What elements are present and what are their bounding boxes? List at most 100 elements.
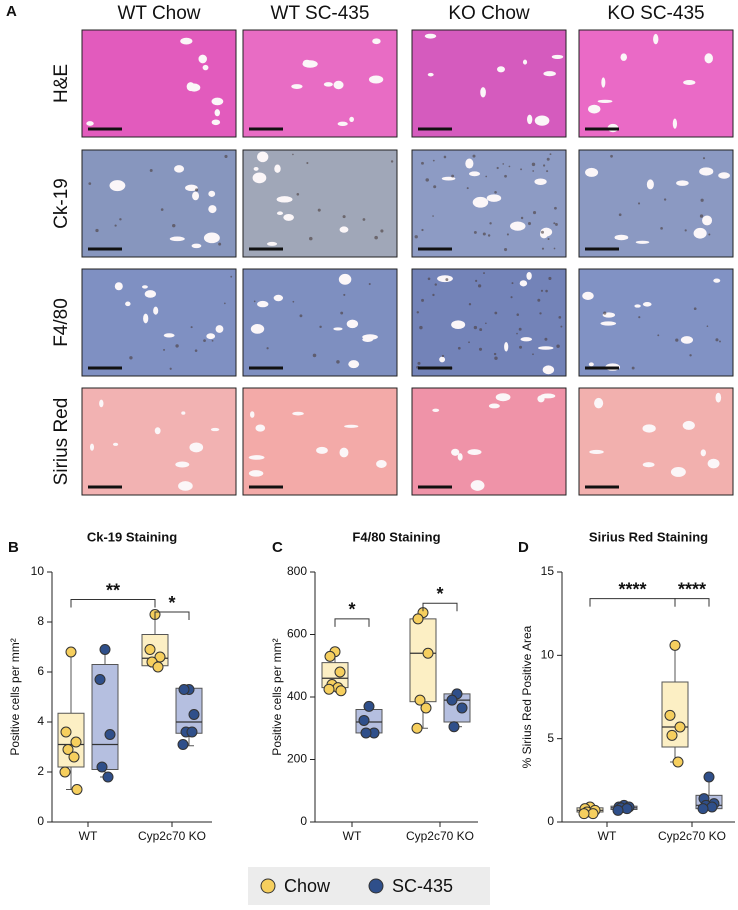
data-point: [334, 666, 346, 678]
stain: [693, 307, 697, 311]
chart-title: F4/80 Staining: [352, 529, 440, 544]
vessel: [349, 116, 354, 122]
micrograph: [81, 149, 237, 258]
vessel: [143, 313, 149, 324]
stain: [432, 293, 435, 297]
vessel: [437, 275, 453, 283]
data-point: [612, 804, 624, 816]
stain: [292, 300, 295, 303]
stain: [224, 154, 228, 159]
significance-label: *: [348, 600, 355, 620]
stain: [211, 339, 214, 342]
stain: [496, 166, 499, 170]
data-point: [669, 639, 681, 651]
stain: [468, 303, 472, 306]
stain: [306, 162, 309, 165]
vessel: [432, 408, 440, 412]
legend-label: SC-435: [392, 876, 453, 896]
vessel: [372, 38, 381, 45]
y-tick-label: 10: [541, 648, 555, 662]
stain: [451, 174, 455, 178]
vessel: [718, 172, 730, 179]
micrograph: [81, 387, 237, 496]
stain: [475, 279, 478, 282]
row-label: H&E: [51, 64, 72, 103]
stain: [702, 157, 706, 160]
stain: [368, 283, 371, 286]
vessel: [676, 180, 689, 186]
vessel: [189, 442, 204, 453]
stain: [506, 233, 509, 236]
stain: [527, 222, 532, 226]
stain: [342, 215, 346, 219]
stain: [309, 236, 313, 241]
stain: [508, 165, 511, 168]
vessel: [192, 191, 200, 201]
data-point: [420, 702, 432, 714]
data-point: [697, 803, 709, 815]
stain: [555, 223, 558, 226]
vessel: [520, 337, 533, 342]
y-tick-label: 10: [31, 564, 45, 578]
vessel: [175, 461, 190, 468]
significance-label: *: [436, 584, 443, 604]
stain: [700, 198, 704, 202]
stain: [504, 174, 507, 178]
vessel: [248, 470, 264, 477]
vessel: [333, 327, 343, 331]
vessel: [522, 59, 528, 65]
stain: [190, 326, 193, 329]
stain: [503, 247, 508, 252]
y-tick-label: 5: [547, 731, 554, 745]
data-point: [664, 709, 676, 721]
y-tick-label: 200: [287, 752, 307, 766]
vessel: [646, 179, 654, 190]
significance-bracket: [70, 599, 156, 608]
stain: [541, 247, 545, 250]
data-point: [102, 771, 114, 783]
data-point: [177, 739, 189, 750]
stain: [433, 185, 437, 189]
data-point: [422, 647, 434, 659]
stain: [618, 213, 622, 217]
stain: [637, 202, 641, 205]
panel-label: D: [518, 539, 529, 556]
vessel: [715, 392, 722, 403]
stain: [494, 356, 498, 360]
vessel: [191, 243, 202, 249]
vessel: [713, 278, 721, 283]
vessel: [337, 121, 348, 126]
vessel: [276, 196, 293, 203]
stain: [421, 298, 424, 302]
stain: [473, 325, 478, 330]
vessel: [519, 280, 528, 287]
significance-bracket: [422, 602, 458, 612]
vessel: [154, 427, 161, 435]
stain: [684, 229, 687, 232]
data-point: [65, 646, 77, 658]
vessel: [257, 151, 269, 163]
stain: [482, 232, 486, 236]
vessel: [255, 424, 266, 432]
data-point: [59, 766, 71, 778]
stain: [516, 313, 520, 316]
stain: [544, 337, 548, 341]
vessel: [540, 229, 549, 239]
stain: [553, 247, 556, 250]
data-point: [412, 613, 424, 625]
vessel: [470, 480, 485, 491]
vessel: [700, 449, 706, 457]
vessel: [451, 448, 460, 456]
micrograph: [81, 29, 237, 138]
stain: [532, 211, 537, 215]
row-label: Ck-19: [51, 178, 72, 229]
column-header: WT Chow: [117, 3, 200, 24]
stain: [149, 168, 153, 172]
stain: [610, 154, 613, 158]
vessel: [543, 71, 556, 77]
stain: [425, 178, 429, 182]
data-point: [99, 644, 111, 655]
vessel: [339, 226, 349, 233]
vessel: [427, 72, 434, 77]
stain: [519, 345, 523, 349]
